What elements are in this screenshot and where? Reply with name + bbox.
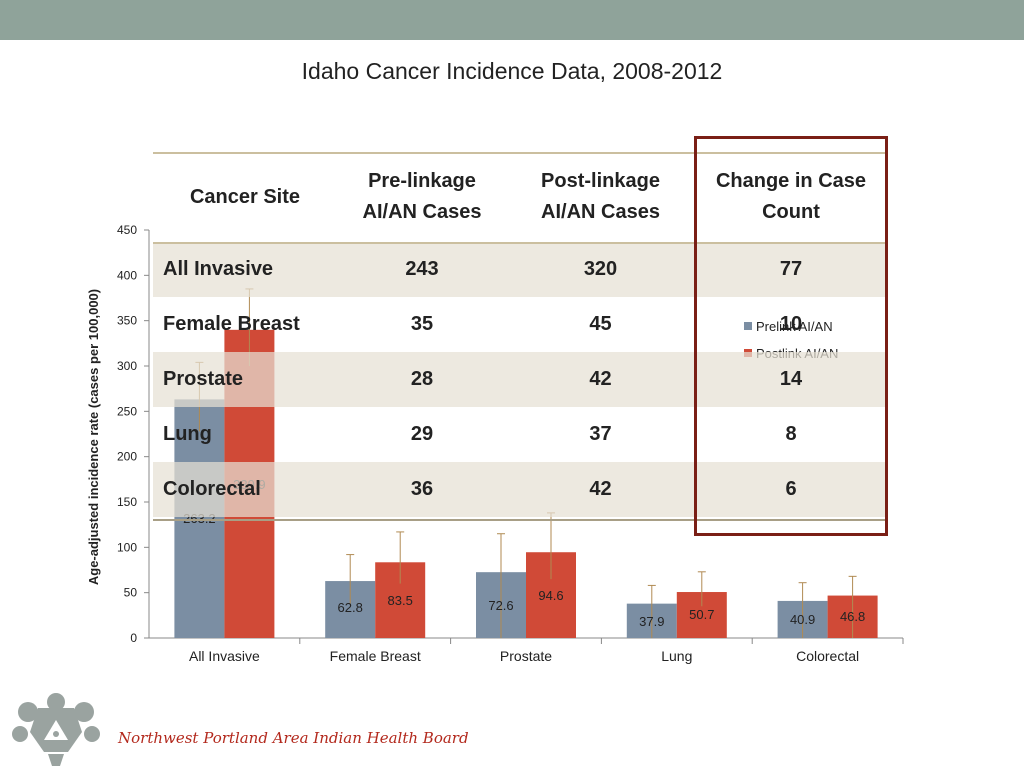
table-cell-change: 77 <box>694 242 888 297</box>
npaihb-logo-icon <box>12 693 100 766</box>
data-label: 94.6 <box>538 588 563 603</box>
y-tick-label: 450 <box>117 223 137 237</box>
header-change-count: Change in Case Count <box>715 170 867 223</box>
data-label: 46.8 <box>840 609 865 624</box>
table-header-row: Cancer Site Pre-linkage AI/AN Cases Post-… <box>153 152 888 242</box>
table-cell-post: 37 <box>589 423 612 445</box>
case-count-table: Cancer Site Pre-linkage AI/AN Cases Post-… <box>153 152 888 517</box>
table-row: Colorectal 36 42 6 <box>153 462 888 517</box>
y-tick-label: 300 <box>117 359 137 373</box>
table-cell-change: 6 <box>694 462 888 517</box>
legend-swatch <box>744 322 752 330</box>
data-label: 50.7 <box>689 607 714 622</box>
table-cell-site: Lung <box>163 423 212 445</box>
data-label: 40.9 <box>790 612 815 627</box>
table-cell-site: Female Breast <box>163 313 300 335</box>
y-tick-label: 150 <box>117 495 137 509</box>
header-cancer-site: Cancer Site <box>189 185 301 208</box>
x-tick-label: All Invasive <box>189 648 260 664</box>
x-tick-label: Prostate <box>500 648 552 664</box>
table-cell-change: 10 <box>779 313 803 335</box>
table-bottom-rule <box>153 519 888 521</box>
table-row: Lung 29 37 8 <box>153 407 888 462</box>
y-tick-label: 350 <box>117 314 137 328</box>
data-label: 83.5 <box>388 593 413 608</box>
table-cell-pre: 35 <box>410 313 434 335</box>
table-cell-post: 320 <box>507 242 694 297</box>
data-label: 37.9 <box>639 614 664 629</box>
table-row: Prostate 28 42 14 <box>153 352 888 407</box>
table-row: Female Breast 35 45 10 <box>153 297 888 352</box>
table-cell-post: 42 <box>507 462 694 517</box>
slide-title: Idaho Cancer Incidence Data, 2008-2012 <box>301 58 723 84</box>
y-tick-label: 200 <box>117 450 137 464</box>
y-tick-label: 250 <box>117 404 137 418</box>
y-tick-label: 0 <box>130 631 137 645</box>
top-color-band <box>0 0 1024 40</box>
y-tick-label: 400 <box>117 268 137 282</box>
x-tick-label: Colorectal <box>796 648 859 664</box>
bar-prelink <box>174 399 225 638</box>
data-label: 62.8 <box>338 600 363 615</box>
footer-organization-name: Northwest Portland Area Indian Health Bo… <box>118 729 469 747</box>
table-cell-pre: 243 <box>337 242 507 297</box>
table-top-rule <box>153 152 888 154</box>
header-post-linkage: Post-linkage AI/AN Cases <box>541 170 660 223</box>
table-cell-pre: 36 <box>337 462 507 517</box>
y-tick-label: 100 <box>117 540 137 554</box>
x-tick-label: Female Breast <box>330 648 421 664</box>
y-axis-title: Age-adjusted incidence rate (cases per 1… <box>86 289 101 585</box>
table-cell-change: 8 <box>785 423 797 445</box>
case-count-table-wrap: Cancer Site Pre-linkage AI/AN Cases Post-… <box>153 152 888 517</box>
table-cell-post: 45 <box>589 313 612 335</box>
table-cell-pre: 28 <box>337 352 507 407</box>
table-row: All Invasive 243 320 77 <box>153 242 888 297</box>
table-cell-pre: 29 <box>410 423 434 445</box>
table-cell-change: 14 <box>694 352 888 407</box>
x-tick-label: Lung <box>661 648 692 664</box>
table-cell-site: All Invasive <box>153 242 337 297</box>
table-cell-site: Prostate <box>153 352 337 407</box>
table-cell-post: 42 <box>507 352 694 407</box>
legend-label: Prelink AI/AN <box>756 319 833 334</box>
y-tick-label: 50 <box>124 586 138 600</box>
table-cell-site: Colorectal <box>153 462 337 517</box>
table-header-rule <box>153 242 888 244</box>
data-label: 72.6 <box>488 598 513 613</box>
header-pre-linkage: Pre-linkage AI/AN Cases <box>362 170 482 223</box>
